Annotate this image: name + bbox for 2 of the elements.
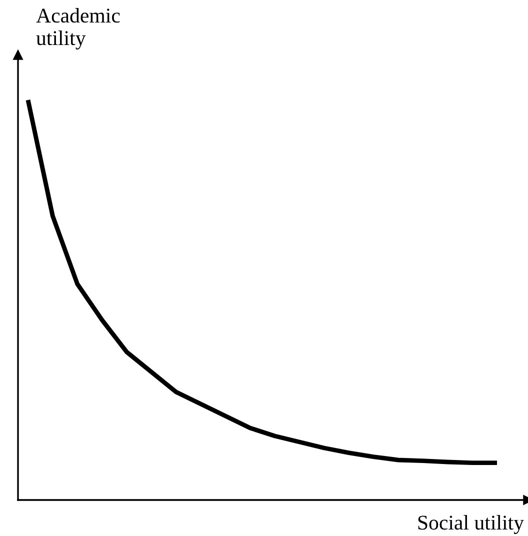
y-axis-title: Academic utility [36, 8, 120, 50]
x-axis-title: Social utility [418, 515, 524, 534]
